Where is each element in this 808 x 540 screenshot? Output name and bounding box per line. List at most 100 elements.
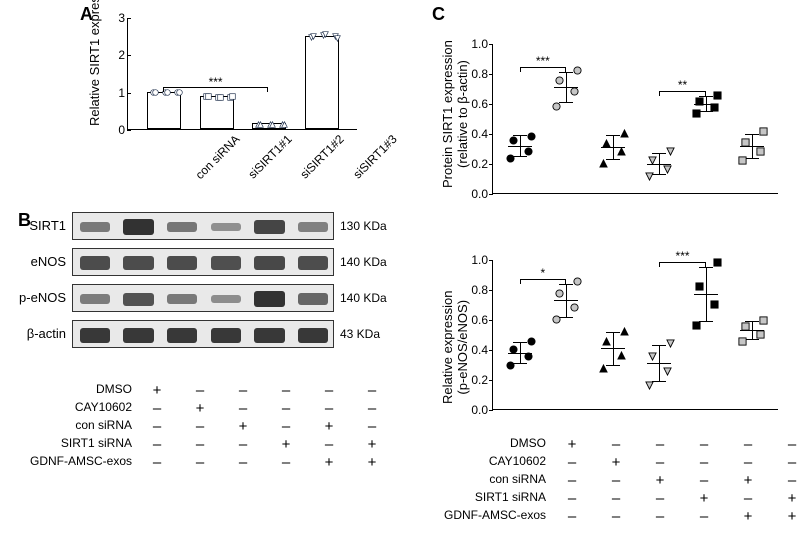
panel-c-datapoint xyxy=(713,258,722,267)
panel-c-ytick: 1.0 xyxy=(460,253,488,267)
blot-row-label: β-actin xyxy=(10,326,66,341)
panel-c-datapoint xyxy=(741,138,750,147)
panel-a-ytick: 2 xyxy=(113,48,125,62)
blot-band xyxy=(123,256,154,270)
blot-membrane xyxy=(72,320,334,348)
blot-kd-label: 140 KDa xyxy=(340,291,387,305)
condition-cell: – xyxy=(640,454,680,471)
panel-c-datapoint xyxy=(756,147,765,156)
condition-row-label: CAY10602 xyxy=(14,400,132,414)
blot-band xyxy=(211,328,242,343)
panel-a-ytick: 3 xyxy=(113,11,125,25)
blot-band xyxy=(298,256,329,269)
panel-c-datapoint xyxy=(617,351,626,360)
blot-row-label: p-eNOS xyxy=(10,290,66,305)
blot-membrane xyxy=(72,212,334,240)
panel-c-datapoint xyxy=(602,139,611,148)
panel-c-significance: * xyxy=(520,266,567,280)
blot-band xyxy=(211,295,242,304)
blot-row-label: eNOS xyxy=(10,254,66,269)
panel-c-datapoint xyxy=(663,367,672,376)
panel-a-xlabel: siSIRT1#1 xyxy=(245,132,294,181)
panel-a-datapoint xyxy=(229,93,236,100)
panel-c-datapoint xyxy=(666,147,675,156)
condition-cell: – xyxy=(596,508,636,525)
condition-cell: – xyxy=(728,490,768,507)
blot-band xyxy=(254,328,285,343)
condition-cell: – xyxy=(684,472,724,489)
condition-cell: + xyxy=(772,490,808,507)
blot-band xyxy=(298,222,329,232)
panel-c-datapoint xyxy=(663,165,672,174)
panel-c-datapoint xyxy=(573,66,582,75)
panel-a-chart: Relative SIRT1 expression 0123 con siRNA… xyxy=(65,10,365,190)
panel-a-xlabel: con siRNA xyxy=(192,132,242,182)
panel-c-significance: ** xyxy=(659,78,706,92)
panel-a-datapoint xyxy=(322,31,329,38)
condition-cell: – xyxy=(223,436,263,453)
panel-c-datapoint xyxy=(738,337,747,346)
condition-row-label: CAY10602 xyxy=(430,454,546,468)
condition-row-label: SIRT1 siRNA xyxy=(14,436,132,450)
blot-band xyxy=(298,293,329,305)
blot-band xyxy=(254,291,285,307)
condition-cell: – xyxy=(596,490,636,507)
panel-a-ylabel: Relative SIRT1 expression xyxy=(87,0,102,126)
condition-cell: – xyxy=(180,436,220,453)
panel-c-group xyxy=(639,43,679,193)
condition-cell: + xyxy=(180,400,220,417)
panel-c-plot-area: ***** xyxy=(492,44,778,194)
panel-c-datapoint xyxy=(599,159,608,168)
condition-cell: + xyxy=(309,418,349,435)
panel-c-datapoint xyxy=(552,315,561,324)
panel-c-datapoint xyxy=(524,352,533,361)
panel-a-datapoint xyxy=(257,121,264,128)
blot-band xyxy=(298,328,329,343)
panel-c-datapoint xyxy=(599,364,608,373)
panel-c-datapoint xyxy=(756,330,765,339)
condition-row-label: DMSO xyxy=(430,436,546,450)
condition-cell: + xyxy=(137,382,177,399)
panel-b-blots: SIRT1130 KDaeNOS140 KDap-eNOS140 KDaβ-ac… xyxy=(10,212,410,532)
panel-a-ytick: 0 xyxy=(113,123,125,137)
condition-cell: – xyxy=(266,418,306,435)
condition-cell: + xyxy=(352,436,392,453)
condition-cell: – xyxy=(223,400,263,417)
condition-cell: – xyxy=(772,436,808,453)
blot-band xyxy=(123,293,154,306)
blot-band xyxy=(167,328,198,343)
panel-a-datapoint xyxy=(205,93,212,100)
blot-row-label: SIRT1 xyxy=(10,218,66,233)
panel-c-ytick: 1.0 xyxy=(460,37,488,51)
condition-cell: – xyxy=(352,418,392,435)
condition-cell: – xyxy=(552,454,592,471)
panel-c-datapoint xyxy=(602,337,611,346)
panel-c-ytick: 0.4 xyxy=(460,343,488,357)
blot-kd-label: 140 KDa xyxy=(340,255,387,269)
condition-cell: – xyxy=(728,454,768,471)
panel-c-ytick: 0.2 xyxy=(460,157,488,171)
blot-band xyxy=(167,256,198,270)
panel-c-ytick: 0.8 xyxy=(460,283,488,297)
blot-membrane xyxy=(72,248,334,276)
condition-cell: + xyxy=(552,436,592,453)
panel-a-significance: *** xyxy=(163,75,269,89)
panel-c-datapoint xyxy=(524,147,533,156)
condition-cell: – xyxy=(684,436,724,453)
panel-c-group xyxy=(686,43,726,193)
panel-c-datapoint xyxy=(527,132,536,141)
panel-c-datapoint xyxy=(710,103,719,112)
condition-cell: – xyxy=(266,382,306,399)
blot-band xyxy=(80,294,111,304)
condition-cell: + xyxy=(223,418,263,435)
panel-c-group xyxy=(639,259,679,409)
condition-cell: + xyxy=(596,454,636,471)
condition-row-label: con siRNA xyxy=(14,418,132,432)
panel-c-ytick: 0.0 xyxy=(460,403,488,417)
blot-band xyxy=(254,220,285,234)
panel-a-datapoint xyxy=(217,94,224,101)
condition-row-label: DMSO xyxy=(14,382,132,396)
condition-cell: – xyxy=(223,382,263,399)
panel-c-group xyxy=(732,259,772,409)
panel-c-datapoint xyxy=(692,321,701,330)
